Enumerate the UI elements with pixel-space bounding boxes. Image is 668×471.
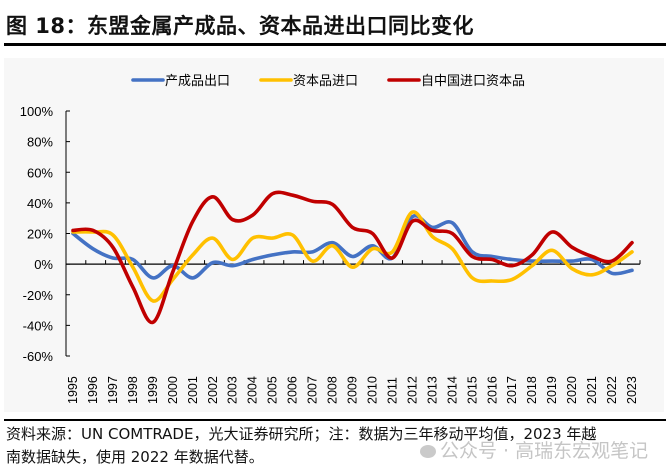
y-tick-label: 0%	[34, 257, 53, 272]
x-tick-label: 1999	[146, 376, 160, 404]
x-axis: 1995 1996 1997 1998 1999 2000 2001 2002 2003 2004…	[65, 260, 641, 404]
source-note-line2: 南数据缺失，使用 2022 年数据代替。	[6, 448, 264, 466]
x-tick-label: 2002	[206, 376, 220, 404]
x-tick-label: 2006	[286, 376, 300, 404]
x-tick-label: 2000	[166, 376, 180, 404]
x-tick-label: 2014	[445, 376, 459, 404]
line-chart: 产成品出口 资本品进口 自中国进口资本品 100% 80% 60% 40% 20% 0% -20…	[20, 74, 641, 404]
x-tick-label: 2004	[246, 376, 260, 404]
source-note-line1: 资料来源：UN COMTRADE，光大证券研究所；注：数据为三年移动平均值，20…	[6, 425, 597, 443]
x-tick-label: 2003	[226, 376, 240, 404]
legend: 产成品出口 资本品进口 自中国进口资本品	[131, 74, 525, 89]
y-tick-label: 80%	[27, 135, 53, 150]
legend-label: 资本品进口	[293, 74, 358, 89]
y-tick-label: 40%	[27, 196, 53, 211]
x-tick-label: 2022	[605, 376, 619, 404]
x-tick-label: 2019	[545, 376, 559, 404]
x-tick-label: 2010	[365, 376, 379, 404]
x-tick-label: 2021	[585, 376, 599, 404]
source-note: 资料来源：UN COMTRADE，光大证券研究所；注：数据为三年移动平均值，20…	[6, 423, 666, 469]
x-tick-label: 2007	[306, 376, 320, 404]
x-tick-label: 2018	[525, 376, 539, 404]
note-rule	[4, 419, 666, 421]
x-tick-label: 1997	[106, 376, 120, 404]
y-tick-label: -20%	[23, 288, 54, 303]
y-tick-label: -60%	[23, 349, 54, 364]
watermark: 公众号 · 高瑞东宏观笔记	[420, 436, 648, 463]
x-tick-label: 2001	[186, 376, 200, 404]
x-tick-label: 2015	[465, 376, 479, 404]
y-tick-label: -40%	[23, 318, 54, 333]
y-tick-label: 20%	[27, 227, 53, 242]
legend-label: 自中国进口资本品	[421, 74, 525, 89]
x-tick-label: 2017	[505, 376, 519, 404]
x-tick-label: 2008	[326, 376, 340, 404]
x-tick-label: 2011	[385, 377, 399, 404]
x-tick-label: 2005	[266, 376, 280, 404]
wechat-icon	[420, 445, 436, 458]
series-line-3	[71, 190, 634, 325]
x-tick-label: 2012	[405, 376, 419, 404]
x-tick-label: 2013	[425, 376, 439, 404]
x-tick-label: 1995	[66, 376, 80, 404]
series-lines	[71, 190, 634, 325]
y-tick-label: 60%	[27, 165, 53, 180]
x-tick-label: 2023	[625, 376, 639, 404]
x-tick-label: 1998	[126, 376, 140, 404]
x-tick-label: 2016	[485, 376, 499, 404]
x-tick-label: 2009	[346, 376, 360, 404]
watermark-text: 公众号 · 高瑞东宏观笔记	[440, 440, 649, 462]
x-tick-label: 2020	[565, 376, 579, 404]
legend-label: 产成品出口	[165, 74, 230, 89]
figure-title: 图 18：东盟金属产成品、资本品进出口同比变化	[6, 14, 475, 38]
y-axis: 100% 80% 60% 40% 20% 0% -20% -40% -60%	[20, 104, 70, 364]
y-tick-label: 100%	[20, 104, 54, 119]
x-tick-label: 1996	[86, 376, 100, 404]
title-rule	[4, 43, 666, 46]
